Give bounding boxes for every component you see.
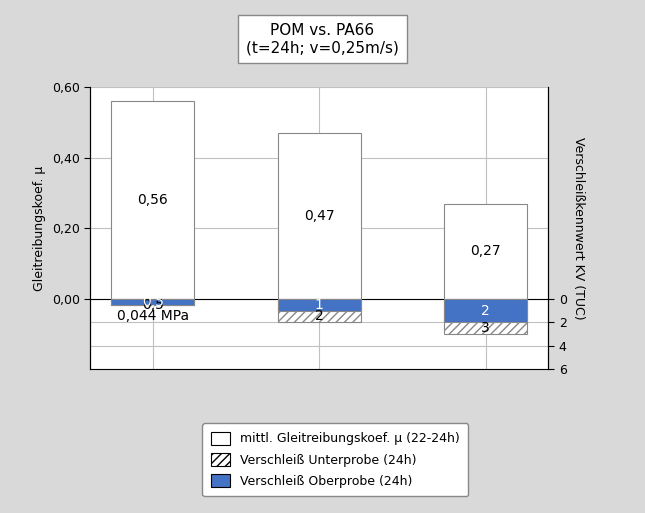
Text: 1: 1 [315,298,324,312]
Bar [277,133,361,299]
Y-axis label: Gleitreibungskoef. µ: Gleitreibungskoef. µ [34,166,46,291]
Bar [277,299,361,322]
Text: 0,27: 0,27 [470,244,501,258]
Y-axis label: Verschleißkennwert KV (TUC): Verschleißkennwert KV (TUC) [572,137,585,320]
Text: 3: 3 [481,321,490,335]
Text: 0,47: 0,47 [304,209,335,223]
Bar [444,299,528,322]
Text: 2: 2 [315,309,324,324]
Bar [111,102,194,299]
Bar [444,204,528,299]
Text: 0,5: 0,5 [142,298,164,312]
Text: POM vs. PA66
(t=24h; v=0,25m/s): POM vs. PA66 (t=24h; v=0,25m/s) [246,23,399,55]
Bar [111,299,194,305]
Legend: mittl. Gleitreibungskoef. µ (22-24h), Verschleiß Unterprobe (24h), Verschleiß Ob: mittl. Gleitreibungskoef. µ (22-24h), Ve… [203,423,468,497]
Text: 0,56: 0,56 [137,193,168,207]
Bar [111,299,194,305]
Text: 2: 2 [481,304,490,318]
Text: 0,5: 0,5 [142,295,164,309]
Bar [277,299,361,310]
Bar [444,299,528,334]
